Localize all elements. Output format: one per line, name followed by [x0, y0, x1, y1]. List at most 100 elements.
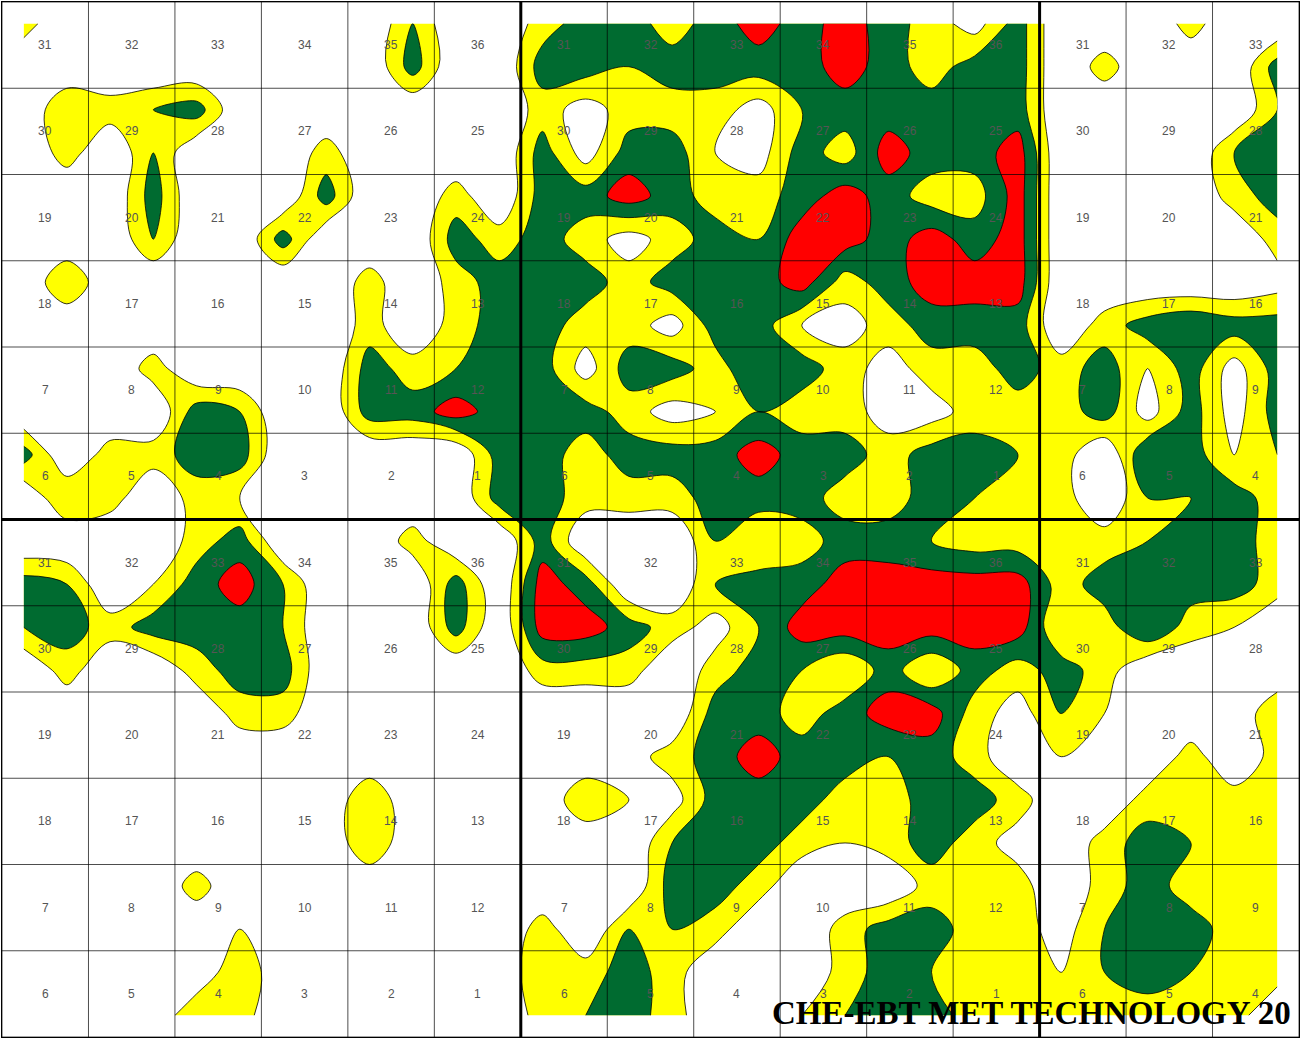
- svg-text:20: 20: [1162, 211, 1176, 225]
- svg-text:9: 9: [215, 901, 222, 915]
- svg-text:23: 23: [903, 728, 917, 742]
- svg-text:21: 21: [1249, 728, 1263, 742]
- svg-text:33: 33: [211, 556, 225, 570]
- svg-text:26: 26: [903, 124, 917, 138]
- svg-text:12: 12: [989, 383, 1003, 397]
- svg-text:16: 16: [730, 814, 744, 828]
- svg-text:8: 8: [128, 383, 135, 397]
- svg-text:32: 32: [1162, 556, 1176, 570]
- svg-text:28: 28: [730, 642, 744, 656]
- svg-text:22: 22: [298, 211, 312, 225]
- svg-text:18: 18: [38, 297, 52, 311]
- svg-text:16: 16: [1249, 297, 1263, 311]
- svg-text:11: 11: [903, 383, 916, 397]
- svg-text:5: 5: [128, 469, 135, 483]
- svg-text:35: 35: [903, 556, 917, 570]
- svg-text:34: 34: [816, 556, 830, 570]
- svg-text:18: 18: [557, 814, 571, 828]
- svg-text:32: 32: [125, 556, 139, 570]
- svg-text:29: 29: [1162, 642, 1176, 656]
- svg-text:35: 35: [903, 38, 917, 52]
- svg-text:17: 17: [644, 814, 658, 828]
- svg-text:6: 6: [42, 469, 49, 483]
- svg-text:13: 13: [471, 297, 485, 311]
- svg-text:2: 2: [388, 987, 395, 1001]
- svg-text:14: 14: [384, 814, 398, 828]
- svg-text:34: 34: [816, 38, 830, 52]
- svg-text:7: 7: [42, 901, 49, 915]
- svg-text:CHE-EBT MET TECHNOLOGY 20: CHE-EBT MET TECHNOLOGY 20: [772, 995, 1291, 1031]
- svg-text:34: 34: [298, 556, 312, 570]
- svg-text:33: 33: [730, 556, 744, 570]
- svg-text:30: 30: [1076, 642, 1090, 656]
- svg-text:15: 15: [298, 297, 312, 311]
- svg-text:20: 20: [644, 211, 658, 225]
- svg-text:26: 26: [903, 642, 917, 656]
- svg-text:32: 32: [644, 38, 658, 52]
- svg-text:21: 21: [211, 211, 225, 225]
- svg-text:4: 4: [1252, 469, 1259, 483]
- svg-text:17: 17: [644, 297, 658, 311]
- svg-text:24: 24: [989, 211, 1003, 225]
- svg-text:17: 17: [1162, 297, 1176, 311]
- svg-text:33: 33: [1249, 556, 1263, 570]
- svg-text:1: 1: [474, 987, 481, 1001]
- svg-text:18: 18: [557, 297, 571, 311]
- svg-text:18: 18: [1076, 297, 1090, 311]
- svg-text:29: 29: [125, 642, 139, 656]
- svg-text:9: 9: [215, 383, 222, 397]
- svg-text:35: 35: [384, 38, 398, 52]
- svg-text:27: 27: [816, 642, 830, 656]
- svg-text:8: 8: [128, 901, 135, 915]
- svg-text:26: 26: [384, 642, 398, 656]
- svg-text:33: 33: [211, 38, 225, 52]
- svg-text:30: 30: [557, 124, 571, 138]
- svg-text:5: 5: [647, 987, 654, 1001]
- svg-text:13: 13: [471, 814, 485, 828]
- svg-text:7: 7: [1079, 383, 1086, 397]
- svg-text:2: 2: [388, 469, 395, 483]
- svg-text:5: 5: [128, 987, 135, 1001]
- svg-text:20: 20: [125, 211, 139, 225]
- svg-text:13: 13: [989, 297, 1003, 311]
- svg-text:10: 10: [298, 383, 312, 397]
- svg-text:36: 36: [471, 38, 485, 52]
- svg-text:4: 4: [733, 987, 740, 1001]
- svg-text:6: 6: [561, 987, 568, 1001]
- svg-text:5: 5: [647, 469, 654, 483]
- svg-text:9: 9: [1252, 383, 1259, 397]
- svg-text:31: 31: [1076, 556, 1090, 570]
- svg-text:24: 24: [471, 211, 485, 225]
- svg-text:33: 33: [1249, 38, 1263, 52]
- svg-text:22: 22: [816, 728, 830, 742]
- svg-text:32: 32: [125, 38, 139, 52]
- svg-text:19: 19: [557, 728, 571, 742]
- svg-text:6: 6: [561, 469, 568, 483]
- svg-text:2: 2: [906, 469, 913, 483]
- svg-text:28: 28: [730, 124, 744, 138]
- svg-text:36: 36: [989, 556, 1003, 570]
- svg-text:28: 28: [1249, 642, 1263, 656]
- svg-text:30: 30: [38, 642, 52, 656]
- svg-text:12: 12: [989, 901, 1003, 915]
- svg-text:4: 4: [215, 469, 222, 483]
- svg-text:18: 18: [38, 814, 52, 828]
- svg-text:11: 11: [385, 383, 398, 397]
- svg-text:33: 33: [730, 38, 744, 52]
- svg-text:25: 25: [989, 124, 1003, 138]
- svg-text:5: 5: [1166, 469, 1173, 483]
- svg-text:25: 25: [471, 124, 485, 138]
- svg-text:11: 11: [903, 901, 916, 915]
- svg-text:21: 21: [730, 211, 744, 225]
- svg-text:15: 15: [298, 814, 312, 828]
- svg-text:23: 23: [384, 211, 398, 225]
- svg-text:29: 29: [1162, 124, 1176, 138]
- svg-text:14: 14: [384, 297, 398, 311]
- svg-text:17: 17: [1162, 814, 1176, 828]
- svg-text:27: 27: [298, 124, 312, 138]
- svg-text:18: 18: [1076, 814, 1090, 828]
- svg-text:1: 1: [474, 469, 481, 483]
- svg-text:7: 7: [561, 383, 568, 397]
- svg-text:14: 14: [903, 814, 917, 828]
- svg-text:2: 2: [906, 987, 913, 1001]
